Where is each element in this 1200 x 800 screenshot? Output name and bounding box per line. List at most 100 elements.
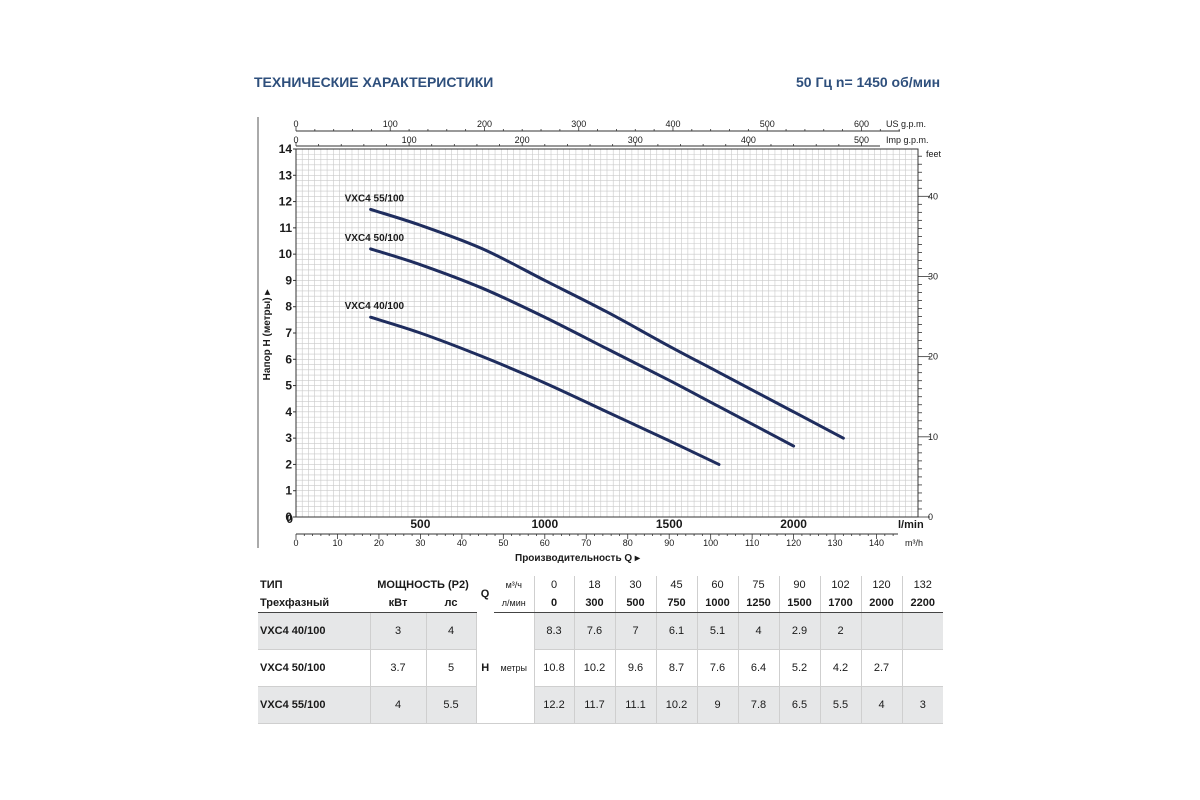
impgpm-unit: Imp g.p.m. (886, 135, 929, 145)
head-value: 6.4 (737, 649, 779, 687)
y-tick-label: 13 (279, 168, 293, 182)
usgpm-tick-label: 600 (854, 119, 869, 129)
y-tick-label: 11 (279, 221, 292, 235)
usgpm-tick-label: 100 (383, 119, 398, 129)
feet-tick-label: 30 (928, 271, 938, 281)
m3h-tick-label: 30 (415, 538, 425, 548)
m3h-tick-label: 60 (540, 538, 550, 548)
x-unit: l/min (898, 519, 924, 531)
head-value: 10.8 (533, 649, 574, 687)
model-name: VXC4 55/100 (258, 686, 370, 724)
y-tick-label: 6 (285, 352, 292, 366)
head-value: 4 (860, 686, 902, 724)
head-value (901, 612, 943, 650)
y-tick-label: 1 (285, 484, 292, 498)
head-value: 10.2 (573, 649, 615, 687)
impgpm-tick-label: 300 (628, 135, 643, 145)
y-tick-label: 9 (285, 273, 292, 287)
usgpm-tick-label: 400 (665, 119, 680, 129)
m3h-unit: m³/h (905, 538, 923, 548)
y-tick-label: 10 (279, 247, 293, 261)
q-lmin-value: 750 (655, 594, 697, 613)
type-header: ТИП (260, 579, 283, 591)
power-hp: 5.5 (425, 686, 476, 724)
h-label: H (475, 612, 494, 724)
m3h-tick-label: 0 (293, 538, 298, 548)
q-m3h-value: 45 (655, 576, 697, 594)
m3h-tick-label: 140 (869, 538, 884, 548)
kw-header: кВт (370, 594, 426, 613)
m3h-tick-label: 80 (623, 538, 633, 548)
impgpm-tick-label: 500 (854, 135, 869, 145)
head-value: 10.2 (655, 686, 697, 724)
head-value (901, 649, 943, 687)
lmin-unit: л/мин (494, 594, 534, 613)
m3h-tick-label: 100 (703, 538, 718, 548)
head-value: 11.7 (573, 686, 615, 724)
x-tick-label: 1000 (531, 517, 558, 531)
x-tick-label: 500 (410, 517, 430, 531)
phase-header: Трехфазный (258, 594, 370, 613)
power-kw: 3 (369, 612, 426, 650)
q-lmin-value: 1500 (778, 594, 820, 613)
y-tick-label: 0 (285, 510, 292, 524)
feet-tick-label: 20 (928, 352, 938, 362)
head-value: 7 (614, 612, 656, 650)
y-tick-label: 8 (285, 300, 292, 314)
usgpm-tick-label: 300 (571, 119, 586, 129)
series-line (369, 207, 845, 440)
head-value: 2.7 (860, 649, 902, 687)
m3h-tick-label: 110 (745, 538, 759, 548)
head-value: 2 (819, 612, 861, 650)
q-lmin-value: 300 (573, 594, 615, 613)
x-tick-label: 1500 (656, 517, 683, 531)
feet-tick-label: 10 (928, 432, 938, 442)
head-value: 4 (737, 612, 779, 650)
feet-tick-label: 0 (928, 512, 933, 522)
impgpm-tick-label: 400 (741, 135, 756, 145)
power-hp: 5 (425, 649, 476, 687)
y-tick-label: 2 (285, 457, 292, 471)
q-header: Q (480, 588, 490, 601)
series-label: VXC4 50/100 (345, 233, 405, 244)
q-m3h-value: 75 (737, 576, 779, 594)
y-axis-label: Напор H (метры) ▸ (262, 289, 273, 381)
head-value: 2.9 (778, 612, 820, 650)
q-m3h-value: 0 (533, 576, 574, 594)
frequency-label: 50 Гц n= 1450 об/мин (796, 74, 941, 90)
q-lmin-value: 500 (614, 594, 656, 613)
head-value: 9.6 (614, 649, 656, 687)
q-lmin-value: 0 (533, 594, 574, 613)
series-label: VXC4 40/100 (345, 301, 405, 312)
feet-tick-label: 40 (928, 191, 938, 201)
table-row: VXC4 55/100 4 5.5 12.2 11.7 11.1 10.2 9 7.8 6.5 5.… (258, 686, 943, 724)
impgpm-tick-label: 100 (402, 135, 417, 145)
model-name: VXC4 40/100 (258, 612, 370, 650)
head-value: 9 (696, 686, 738, 724)
q-m3h-value: 120 (860, 576, 902, 594)
m3h-tick-label: 130 (828, 538, 843, 548)
y-tick-label: 7 (285, 326, 292, 340)
power-kw: 4 (369, 686, 426, 724)
head-value: 5.1 (696, 612, 738, 650)
m3h-tick-label: 70 (581, 538, 591, 548)
y-tick-label: 12 (279, 195, 293, 209)
q-m3h-value: 90 (778, 576, 820, 594)
x-tick-label: 2000 (780, 517, 807, 531)
m3h-tick-label: 50 (498, 538, 508, 548)
power-hp: 4 (425, 612, 476, 650)
q-lmin-value: 2000 (860, 594, 902, 613)
series-line (369, 247, 796, 448)
q-m3h-value: 132 (901, 576, 943, 594)
m3h-unit: м³/ч (505, 580, 522, 590)
series-line (369, 315, 721, 466)
head-value: 7.6 (696, 649, 738, 687)
power-kw: 3.7 (369, 649, 426, 687)
usgpm-tick-label: 0 (293, 119, 298, 129)
head-value: 12.2 (533, 686, 574, 724)
x-axis-label: Производительность Q ▸ (515, 553, 641, 564)
head-value: 6.1 (655, 612, 697, 650)
impgpm-tick-label: 200 (515, 135, 530, 145)
q-m3h-value: 18 (573, 576, 615, 594)
